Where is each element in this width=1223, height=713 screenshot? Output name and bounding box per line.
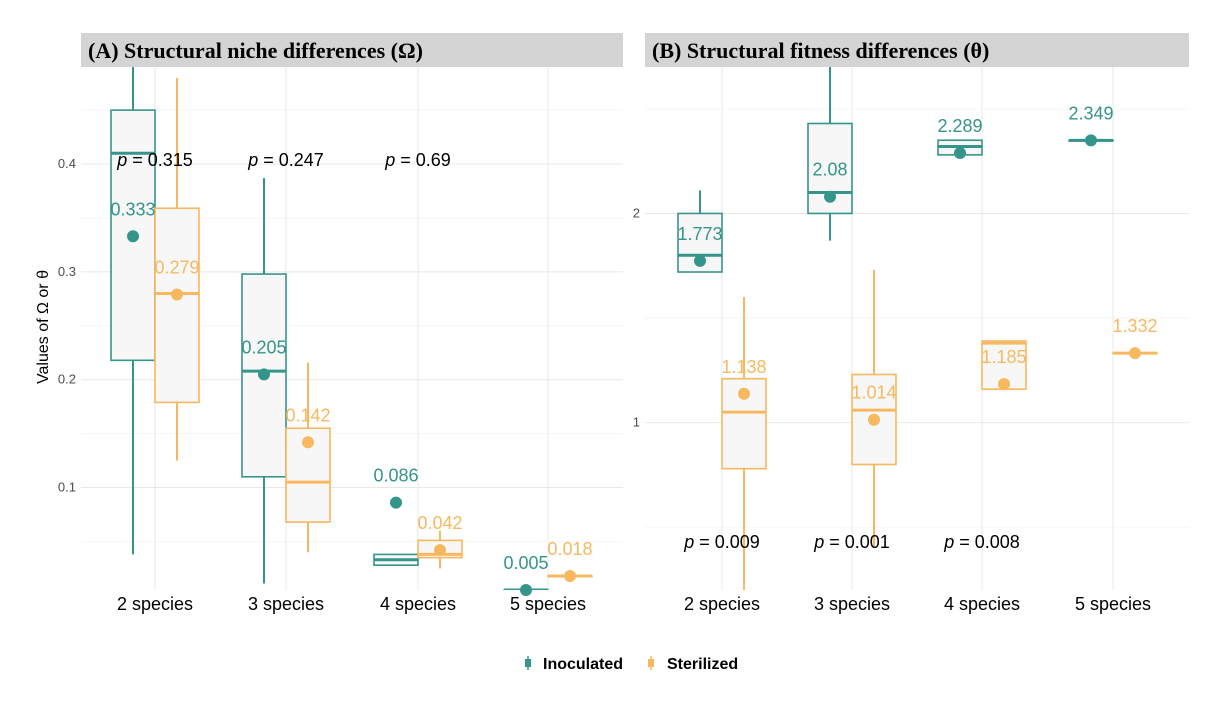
box [154, 207, 200, 404]
legend-item-sterilized: Sterilized [648, 656, 738, 673]
mean-point [434, 544, 446, 557]
mean-label: 1.773 [677, 224, 722, 244]
panel-a-title: (A) Structural niche differences (Ω) [88, 38, 423, 63]
mean-label: 1.332 [1112, 316, 1157, 336]
mean-point [954, 146, 966, 159]
p-value: = 0.315 [127, 150, 193, 170]
mean-point [1085, 134, 1097, 147]
panel-a-strip [81, 33, 623, 67]
p-symbol: p [247, 150, 258, 170]
p-symbol: p [813, 532, 824, 552]
x-tick-label: 3 species [814, 594, 890, 614]
legend-label-inoculated: Inoculated [543, 656, 623, 673]
y-axis-title: Values of Ω or θ [35, 270, 52, 384]
p-value: = 0.008 [954, 532, 1020, 552]
mean-point [1129, 347, 1141, 360]
mean-point [998, 377, 1010, 390]
legend-key-sterilized [648, 659, 654, 667]
mean-label: 0.018 [547, 539, 592, 559]
y-tick-label: 0.4 [58, 156, 76, 171]
panel-a: (A) Structural niche differences (Ω) 0.1… [58, 33, 623, 614]
p-value-label: p = 0.69 [384, 150, 451, 170]
x-tick-label: 3 species [248, 594, 324, 614]
mean-label: 0.279 [154, 258, 199, 278]
mean-point [302, 436, 314, 449]
x-tick-label: 4 species [944, 594, 1020, 614]
mean-point [171, 288, 183, 301]
p-value-label: p = 0.009 [683, 532, 760, 552]
x-tick-label: 5 species [1075, 594, 1151, 614]
box [851, 373, 897, 466]
panel-b-plot: 1 2 2 species 3 species 4 species 5 species 1.… [633, 67, 1189, 614]
mean-point [127, 230, 139, 243]
chart-marks [677, 67, 1158, 590]
mean-point [738, 387, 750, 400]
p-value-label: p = 0.247 [247, 150, 324, 170]
panel-a-plot: 0.1 0.2 0.3 0.4 2 species 3 species 4 species 5… [58, 67, 623, 614]
mean-point [868, 413, 880, 426]
panel-b: (B) Structural fitness differences (θ) 1… [633, 33, 1189, 614]
mean-label: 0.142 [285, 405, 330, 425]
legend-key-inoculated [525, 659, 531, 667]
p-symbol: p [683, 532, 694, 552]
y-tick-label: 0.3 [58, 264, 76, 279]
p-value: = 0.001 [824, 532, 890, 552]
mean-label: 1.185 [981, 347, 1026, 367]
p-value-label: p = 0.001 [813, 532, 890, 552]
p-symbol: p [384, 150, 395, 170]
x-tick-label: 2 species [117, 594, 193, 614]
y-tick-label: 0.1 [58, 480, 76, 495]
y-tick-label: 1 [633, 415, 640, 430]
mean-point [520, 584, 532, 596]
chart-marks [110, 67, 593, 590]
x-tick-label: 4 species [380, 594, 456, 614]
mean-point [694, 254, 706, 267]
mean-point [564, 569, 576, 582]
mean-point [824, 190, 836, 203]
mean-label: 2.289 [937, 116, 982, 136]
mean-label: 0.005 [503, 553, 548, 573]
x-tick-label: 2 species [684, 594, 760, 614]
legend: Inoculated Sterilized [525, 656, 738, 673]
panel-b-strip [645, 33, 1189, 67]
panel-b-title: (B) Structural fitness differences (θ) [652, 38, 989, 63]
p-value-label: p = 0.315 [116, 150, 193, 170]
p-value-label: p = 0.008 [943, 532, 1020, 552]
legend-label-sterilized: Sterilized [667, 656, 738, 673]
mean-label: 0.042 [417, 513, 462, 533]
y-tick-label: 0.2 [58, 372, 76, 387]
mean-label: 2.08 [812, 160, 847, 180]
p-value: = 0.009 [694, 532, 760, 552]
mean-label: 0.086 [373, 466, 418, 486]
mean-label: 1.014 [851, 383, 896, 403]
mean-label: 1.138 [721, 357, 766, 377]
legend-item-inoculated: Inoculated [525, 656, 623, 673]
mean-label: 2.349 [1068, 103, 1113, 123]
p-value: = 0.247 [258, 150, 324, 170]
p-value: = 0.69 [395, 150, 451, 170]
p-symbol: p [943, 532, 954, 552]
p-symbol: p [116, 150, 127, 170]
mean-label: 0.333 [110, 199, 155, 219]
y-tick-label: 2 [633, 205, 640, 220]
mean-label: 0.205 [241, 337, 286, 357]
mean-point [258, 368, 270, 381]
x-tick-label: 5 species [510, 594, 586, 614]
mean-point [390, 496, 402, 509]
